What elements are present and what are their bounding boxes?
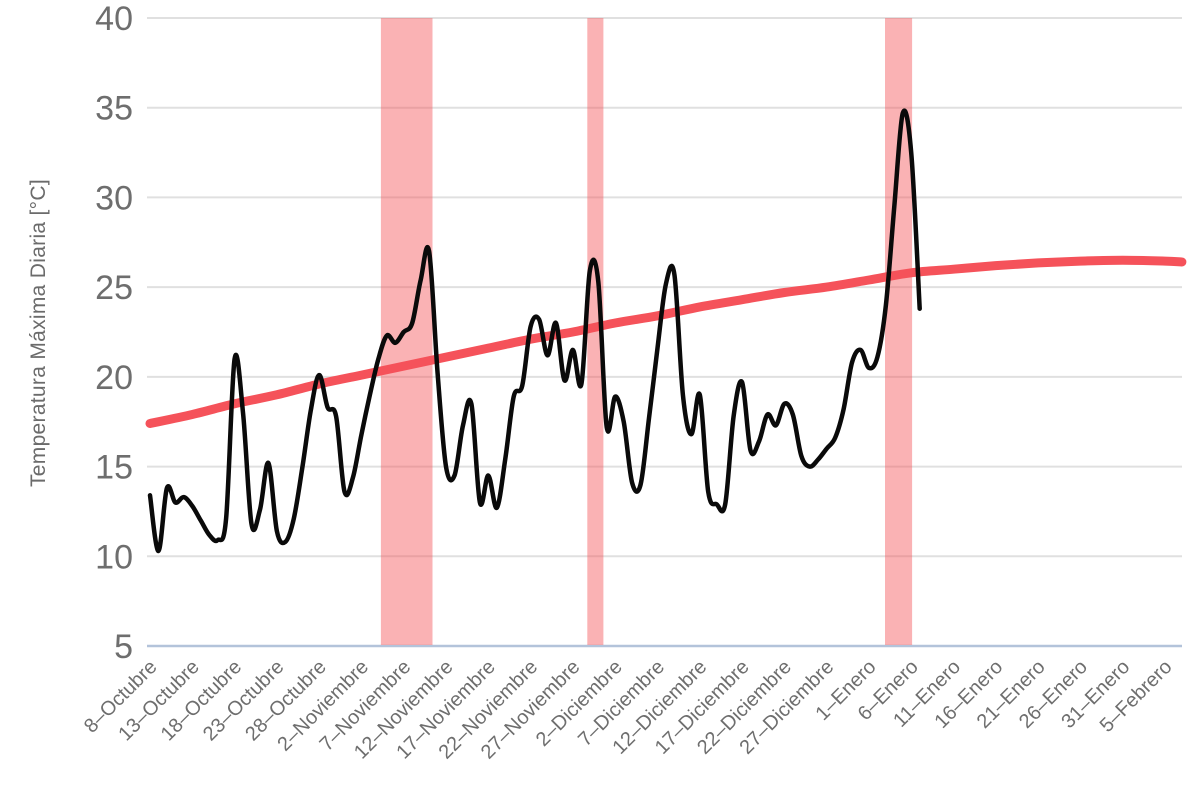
daily-series-line [147, 108, 922, 554]
y-tick-label: 40 [95, 0, 133, 38]
y-tick-label: 30 [95, 179, 133, 217]
y-tick-label: 20 [95, 359, 133, 397]
y-tick-label: 25 [95, 269, 133, 307]
y-tick-label: 5 [114, 628, 133, 666]
y-tick-label: 15 [95, 449, 133, 487]
highlight-band [885, 18, 913, 645]
y-tick-label: 35 [95, 90, 133, 128]
y-tick-label: 10 [95, 538, 133, 576]
